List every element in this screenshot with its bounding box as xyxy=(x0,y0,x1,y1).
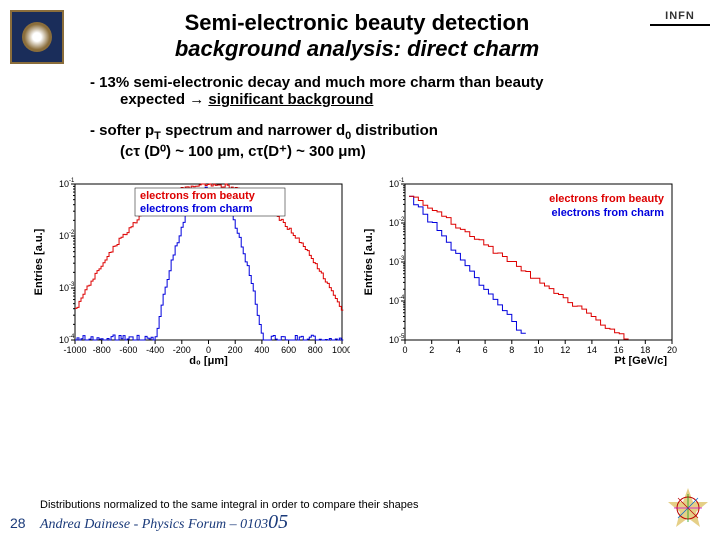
svg-text:-1: -1 xyxy=(69,178,75,184)
svg-text:800: 800 xyxy=(308,345,323,355)
bullet-2: - softer pT spectrum and narrower d0 dis… xyxy=(90,122,670,160)
svg-text:-3: -3 xyxy=(399,256,405,262)
svg-text:200: 200 xyxy=(228,345,243,355)
svg-text:14: 14 xyxy=(587,345,597,355)
svg-text:10: 10 xyxy=(389,257,399,267)
svg-text:Pt [GeV/c]: Pt [GeV/c] xyxy=(614,355,667,366)
svg-text:-3: -3 xyxy=(69,282,75,288)
svg-text:10: 10 xyxy=(59,335,69,345)
svg-text:6: 6 xyxy=(483,345,488,355)
svg-text:18: 18 xyxy=(640,345,650,355)
svg-text:d₀ [μm]: d₀ [μm] xyxy=(189,355,228,366)
d0-distribution-chart: -1000 -800 -600 -400 -200 0 200 400 600 800 1000 10… xyxy=(30,176,350,371)
svg-text:16: 16 xyxy=(614,345,624,355)
svg-text:electrons from charm: electrons from charm xyxy=(552,207,665,219)
slide-subtitle: background analysis: direct charm xyxy=(74,36,640,62)
svg-text:0: 0 xyxy=(402,345,407,355)
svg-text:2: 2 xyxy=(429,345,434,355)
svg-text:-2: -2 xyxy=(69,230,75,236)
svg-text:electrons from beauty: electrons from beauty xyxy=(140,190,256,202)
svg-text:1000: 1000 xyxy=(332,345,350,355)
svg-text:Entries [a.u.]: Entries [a.u.] xyxy=(363,228,375,295)
svg-text:600: 600 xyxy=(281,345,296,355)
svg-text:10: 10 xyxy=(389,296,399,306)
footer-note: Distributions normalized to the same int… xyxy=(10,499,710,511)
svg-text:10: 10 xyxy=(533,345,543,355)
footer-author: Andrea Dainese - Physics Forum – 010305 xyxy=(40,511,288,534)
page-number: 28 xyxy=(10,515,40,531)
svg-text:-600: -600 xyxy=(119,345,137,355)
svg-text:-1: -1 xyxy=(399,178,405,184)
svg-text:electrons from charm: electrons from charm xyxy=(140,203,253,215)
svg-text:-800: -800 xyxy=(93,345,111,355)
alice-logo xyxy=(666,486,710,530)
svg-text:-1000: -1000 xyxy=(63,345,86,355)
university-logo xyxy=(10,10,64,64)
svg-text:10: 10 xyxy=(389,218,399,228)
svg-text:12: 12 xyxy=(560,345,570,355)
bullet-1: - 13% semi-electronic decay and much mor… xyxy=(90,74,670,108)
svg-text:electrons from beauty: electrons from beauty xyxy=(549,193,665,205)
svg-text:4: 4 xyxy=(456,345,461,355)
svg-text:400: 400 xyxy=(254,345,269,355)
svg-text:0: 0 xyxy=(206,345,211,355)
svg-text:-5: -5 xyxy=(399,334,405,340)
svg-text:20: 20 xyxy=(667,345,677,355)
svg-text:-4: -4 xyxy=(399,295,405,301)
svg-text:10: 10 xyxy=(59,283,69,293)
svg-text:-200: -200 xyxy=(173,345,191,355)
slide-title: Semi-electronic beauty detection xyxy=(74,10,640,36)
svg-text:-4: -4 xyxy=(69,334,75,340)
svg-text:10: 10 xyxy=(59,179,69,189)
svg-text:10: 10 xyxy=(59,231,69,241)
pt-spectrum-chart: 0246810121416182010-510-410-310-210-1Pt … xyxy=(360,176,680,371)
svg-text:10: 10 xyxy=(389,179,399,189)
svg-text:-2: -2 xyxy=(399,217,405,223)
svg-text:8: 8 xyxy=(509,345,514,355)
svg-text:-400: -400 xyxy=(146,345,164,355)
svg-text:10: 10 xyxy=(389,335,399,345)
svg-text:Entries [a.u.]: Entries [a.u.] xyxy=(33,228,45,295)
infn-logo: INFN xyxy=(650,10,710,26)
